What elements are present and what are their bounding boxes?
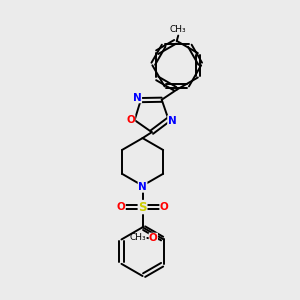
Text: CH₃: CH₃: [170, 25, 187, 34]
Text: N: N: [168, 116, 176, 126]
Text: O: O: [149, 233, 158, 243]
Text: O: O: [160, 202, 169, 212]
Text: O: O: [126, 115, 135, 125]
Text: N: N: [138, 182, 147, 192]
Text: CH₃: CH₃: [129, 233, 146, 242]
Text: S: S: [138, 201, 147, 214]
Text: N: N: [133, 93, 142, 103]
Text: O: O: [116, 202, 125, 212]
